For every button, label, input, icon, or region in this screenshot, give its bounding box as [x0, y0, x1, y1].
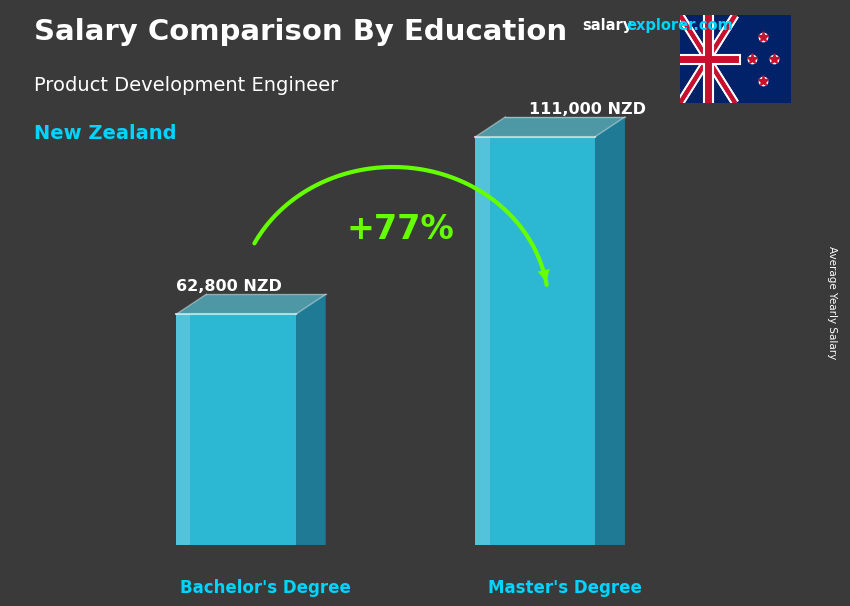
Polygon shape	[475, 137, 490, 545]
Polygon shape	[176, 315, 296, 545]
Polygon shape	[475, 117, 625, 137]
Text: +77%: +77%	[347, 213, 455, 247]
Text: Salary Comparison By Education: Salary Comparison By Education	[34, 18, 567, 46]
Text: New Zealand: New Zealand	[34, 124, 177, 143]
Text: 111,000 NZD: 111,000 NZD	[529, 102, 646, 116]
Text: explorer.com: explorer.com	[626, 18, 734, 33]
Text: Bachelor's Degree: Bachelor's Degree	[180, 579, 351, 596]
Polygon shape	[595, 117, 625, 545]
Text: Product Development Engineer: Product Development Engineer	[34, 76, 338, 95]
Text: 62,800 NZD: 62,800 NZD	[176, 279, 281, 294]
Polygon shape	[296, 295, 326, 545]
Text: Master's Degree: Master's Degree	[488, 579, 642, 596]
Text: salary: salary	[582, 18, 632, 33]
Polygon shape	[475, 137, 595, 545]
Polygon shape	[176, 315, 190, 545]
Text: Average Yearly Salary: Average Yearly Salary	[827, 247, 837, 359]
Polygon shape	[176, 295, 326, 315]
